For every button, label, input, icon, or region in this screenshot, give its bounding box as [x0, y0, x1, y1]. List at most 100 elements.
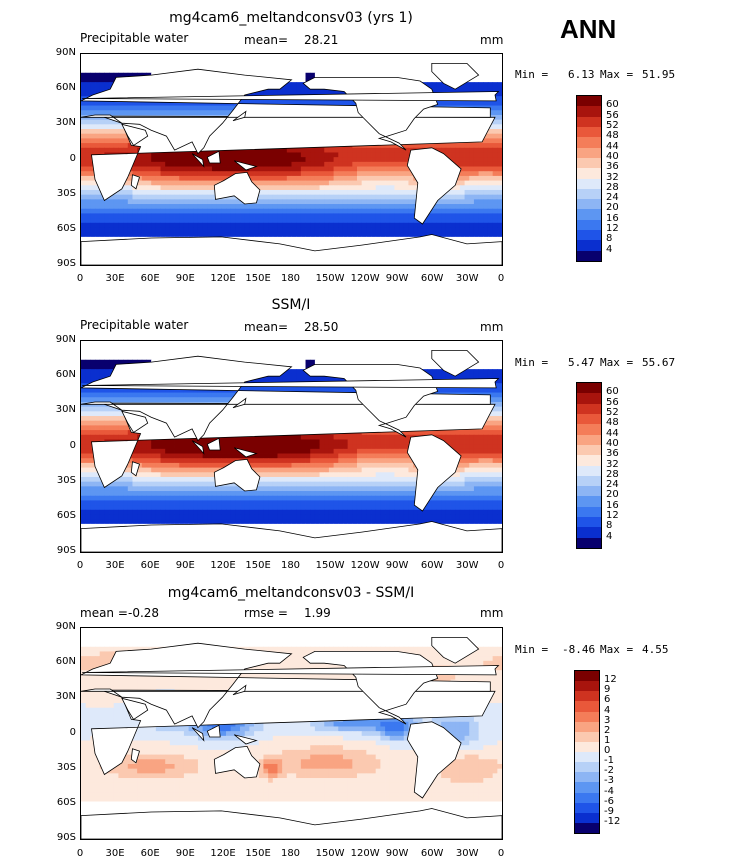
field-cell [263, 91, 269, 97]
field-cell [375, 180, 381, 186]
field-cell [85, 345, 91, 351]
field-cell [347, 185, 353, 191]
field-cell [342, 185, 349, 191]
field-cell [123, 100, 129, 106]
field-cell [417, 350, 423, 356]
field-cell [403, 171, 409, 177]
colorbar-segment [577, 106, 601, 117]
field-cell [282, 185, 288, 191]
field-cell [338, 355, 344, 361]
field-cell [314, 345, 320, 351]
field-cell [366, 208, 372, 214]
field-cell [132, 232, 138, 238]
field-cell [478, 54, 484, 60]
field-cell [413, 189, 419, 196]
field-cell [183, 166, 189, 172]
field-cell [127, 58, 133, 64]
field-cell [408, 199, 414, 205]
field-cell [123, 105, 129, 111]
field-cell [277, 222, 283, 228]
field-cell [333, 232, 339, 238]
field-cell [300, 350, 306, 356]
field-cell [137, 222, 143, 228]
field-cell [497, 175, 502, 181]
field-cell [356, 58, 363, 64]
field-cell [389, 68, 395, 74]
field-cell [291, 147, 297, 153]
field-cell [127, 204, 133, 210]
field-cell [431, 222, 437, 228]
field-cell [127, 68, 133, 74]
field-cell [230, 166, 236, 172]
field-cell [240, 232, 246, 238]
field-cell [371, 72, 377, 78]
field-cell [188, 222, 194, 228]
field-cell [483, 138, 489, 144]
field-cell [81, 194, 87, 200]
panel2-title: SSM/I [271, 297, 311, 313]
field-cell [413, 227, 419, 233]
field-cell [291, 166, 297, 172]
field-cell [183, 157, 189, 163]
field-cell [90, 232, 96, 238]
field-cell [155, 355, 161, 361]
field-cell [333, 58, 339, 64]
field-cell [361, 218, 367, 224]
field-cell [422, 355, 428, 361]
field-cell [99, 222, 105, 228]
field-cell [497, 133, 502, 139]
field-cell [310, 194, 316, 200]
colorbar-level-label: 48 [606, 130, 619, 142]
field-cell [324, 222, 330, 228]
field-cell [371, 58, 377, 64]
field-cell [249, 218, 255, 224]
field-cell [300, 91, 306, 97]
field-cell [99, 213, 105, 219]
field-cell [389, 355, 395, 361]
field-cell [375, 54, 381, 60]
field-cell [324, 100, 330, 106]
field-cell [314, 222, 320, 228]
field-cell [473, 143, 480, 149]
field-cell [244, 341, 250, 347]
field-cell [123, 110, 129, 116]
field-cell [85, 58, 91, 64]
field-cell [127, 341, 133, 347]
field-cell [483, 58, 489, 64]
field-cell [473, 147, 480, 153]
field-cell [151, 222, 157, 228]
field-cell [197, 175, 204, 181]
field-cell [141, 204, 147, 210]
panel1-title: mg4cam6_meltandconsv03 (yrs 1) [169, 10, 413, 26]
field-cell [450, 143, 456, 149]
panel1-units: mm [480, 33, 504, 47]
field-cell [427, 369, 433, 375]
field-cell [160, 204, 166, 210]
field-cell [487, 345, 494, 351]
field-cell [352, 189, 358, 196]
field-cell [249, 147, 255, 153]
field-cell [338, 341, 344, 347]
field-cell [319, 199, 325, 205]
field-cell [300, 373, 306, 379]
field-cell [469, 54, 475, 60]
field-cell [413, 345, 419, 351]
field-cell [230, 54, 236, 60]
field-cell [450, 208, 456, 214]
field-cell [361, 147, 367, 153]
field-cell [165, 171, 171, 177]
field-cell [258, 222, 264, 228]
field-cell [207, 222, 213, 228]
field-cell [202, 105, 208, 111]
field-cell [90, 82, 96, 88]
colorbar-segment [577, 250, 601, 261]
field-cell [123, 189, 129, 196]
panel1-colorbar-labels: 60 56 52 48 44 40 36 32 28 24 20 16 12 8 4 [606, 95, 636, 260]
field-cell [492, 341, 498, 347]
field-cell [342, 68, 349, 74]
field-cell [90, 86, 96, 92]
field-cell [104, 218, 110, 224]
field-cell [389, 175, 395, 181]
field-cell [450, 236, 456, 242]
field-cell [202, 227, 208, 233]
